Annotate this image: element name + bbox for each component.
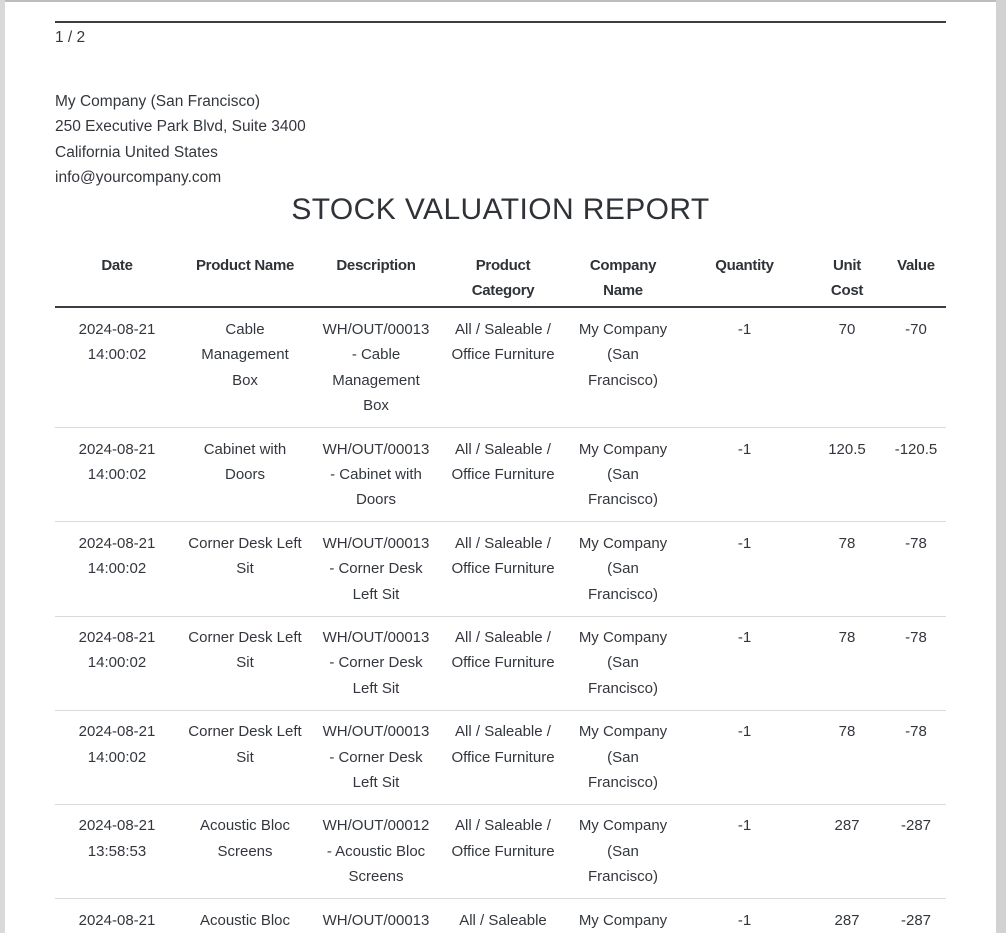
table-cell: My Company (San Francisco): [565, 804, 681, 900]
page-edge-left: [0, 0, 5, 933]
table-cell: All / Saleable / Office Furniture: [441, 427, 565, 523]
table-header-row: Date Product Name Description Product Categ…: [55, 246, 946, 309]
table-cell: WH/OUT/00013 - Corner Desk Left Sit: [311, 616, 441, 711]
column-header: Company Name: [565, 246, 681, 309]
table-cell: -78: [886, 521, 946, 617]
column-header: Description: [311, 246, 441, 309]
table-cell: -1: [681, 898, 808, 933]
table-cell: My Company (San Francisco): [565, 616, 681, 711]
table-cell: 2024-08-21 13:58:53: [55, 804, 179, 900]
table-cell: -287: [886, 898, 946, 933]
table-cell: WH/OUT/00013: [311, 898, 441, 933]
report-title: STOCK VALUATION REPORT: [291, 192, 710, 226]
company-region: California United States: [55, 143, 218, 161]
table-row: 2024-08-21 14:00:02 Corner Desk Left Sit W…: [55, 616, 946, 711]
table-cell: All / Saleable: [441, 898, 565, 933]
column-header: Unit Cost: [808, 246, 886, 309]
table-cell: My Company: [565, 898, 681, 933]
table-cell: Acoustic Bloc Screens: [179, 804, 311, 900]
column-header: Date: [55, 246, 179, 309]
table-row: 2024-08-21 14:00:02 Corner Desk Left Sit W…: [55, 710, 946, 805]
table-cell: Cabinet with Doors: [179, 427, 311, 523]
page-number: 1 / 2: [55, 29, 86, 46]
table-cell: 287: [808, 804, 886, 900]
table-cell: All / Saleable / Office Furniture: [441, 616, 565, 711]
table-body: 2024-08-21 14:00:02 Cable Management Box W…: [55, 307, 946, 933]
table-row: 2024-08-21 14:00:02 Cabinet with Doors WH/…: [55, 427, 946, 523]
table-cell: 78: [808, 616, 886, 711]
table-row: 2024-08-21 13:58:53 Acoustic Bloc Screens…: [55, 804, 946, 900]
table-cell: WH/OUT/00012 - Acoustic Bloc Screens: [311, 804, 441, 900]
table-cell: 2024-08-21 14:00:02: [55, 521, 179, 617]
table-cell: 2024-08-21 14:00:02: [55, 307, 179, 429]
company-address-block: My Company (San Francisco) 250 Executive…: [55, 89, 946, 191]
page-edge-top: [0, 0, 1006, 2]
table-cell: My Company (San Francisco): [565, 307, 681, 429]
table-cell: -78: [886, 616, 946, 711]
report-content: 1 / 2 My Company (San Francisco) 250 Exe…: [55, 0, 946, 933]
table-cell: All / Saleable / Office Furniture: [441, 307, 565, 429]
table-cell: All / Saleable / Office Furniture: [441, 521, 565, 617]
table-cell: -120.5: [886, 427, 946, 523]
table-cell: My Company (San Francisco): [565, 521, 681, 617]
company-email: info@yourcompany.com: [55, 169, 222, 187]
column-header: Product Name: [179, 246, 311, 309]
table-cell: 2024-08-21: [55, 898, 179, 933]
table-header: Date Product Name Description Product Categ…: [55, 246, 946, 309]
table-cell: Corner Desk Left Sit: [179, 710, 311, 805]
table-cell: Acoustic Bloc: [179, 898, 311, 933]
table-cell: WH/OUT/00013 - Cable Management Box: [311, 307, 441, 429]
table-cell: 120.5: [808, 427, 886, 523]
column-header: Product Category: [441, 246, 565, 309]
header-divider: [55, 21, 946, 23]
table-row: 2024-08-21 Acoustic Bloc WH/OUT/00013 All /…: [55, 898, 946, 933]
table-cell: -78: [886, 710, 946, 805]
table-cell: -1: [681, 710, 808, 805]
table-cell: WH/OUT/00013 - Cabinet with Doors: [311, 427, 441, 523]
table-cell: 287: [808, 898, 886, 933]
table-cell: All / Saleable / Office Furniture: [441, 710, 565, 805]
column-header: Quantity: [681, 246, 808, 309]
table-cell: 2024-08-21 14:00:02: [55, 616, 179, 711]
table-cell: 78: [808, 710, 886, 805]
table-cell: -1: [681, 427, 808, 523]
table-cell: My Company (San Francisco): [565, 710, 681, 805]
table-cell: -287: [886, 804, 946, 900]
table-row: 2024-08-21 14:00:02 Cable Management Box W…: [55, 307, 946, 429]
table-cell: Corner Desk Left Sit: [179, 521, 311, 617]
company-street: 250 Executive Park Blvd, Suite 3400: [55, 118, 306, 136]
table-cell: Cable Management Box: [179, 307, 311, 429]
table-cell: 2024-08-21 14:00:02: [55, 427, 179, 523]
table-cell: -70: [886, 307, 946, 429]
table-cell: 70: [808, 307, 886, 429]
table-cell: My Company (San Francisco): [565, 427, 681, 523]
table-cell: -1: [681, 616, 808, 711]
table-cell: 2024-08-21 14:00:02: [55, 710, 179, 805]
table-cell: Corner Desk Left Sit: [179, 616, 311, 711]
page-edge-right: [996, 0, 1006, 933]
table-cell: 78: [808, 521, 886, 617]
table-cell: All / Saleable / Office Furniture: [441, 804, 565, 900]
company-name: My Company (San Francisco): [55, 93, 261, 110]
stock-valuation-table: Date Product Name Description Product Categ…: [55, 246, 946, 933]
table-row: 2024-08-21 14:00:02 Corner Desk Left Sit W…: [55, 521, 946, 617]
column-header: Value: [886, 246, 946, 309]
table-cell: -1: [681, 804, 808, 900]
table-cell: WH/OUT/00013 - Corner Desk Left Sit: [311, 710, 441, 805]
table-cell: -1: [681, 521, 808, 617]
table-cell: WH/OUT/00013 - Corner Desk Left Sit: [311, 521, 441, 617]
table-cell: -1: [681, 307, 808, 429]
